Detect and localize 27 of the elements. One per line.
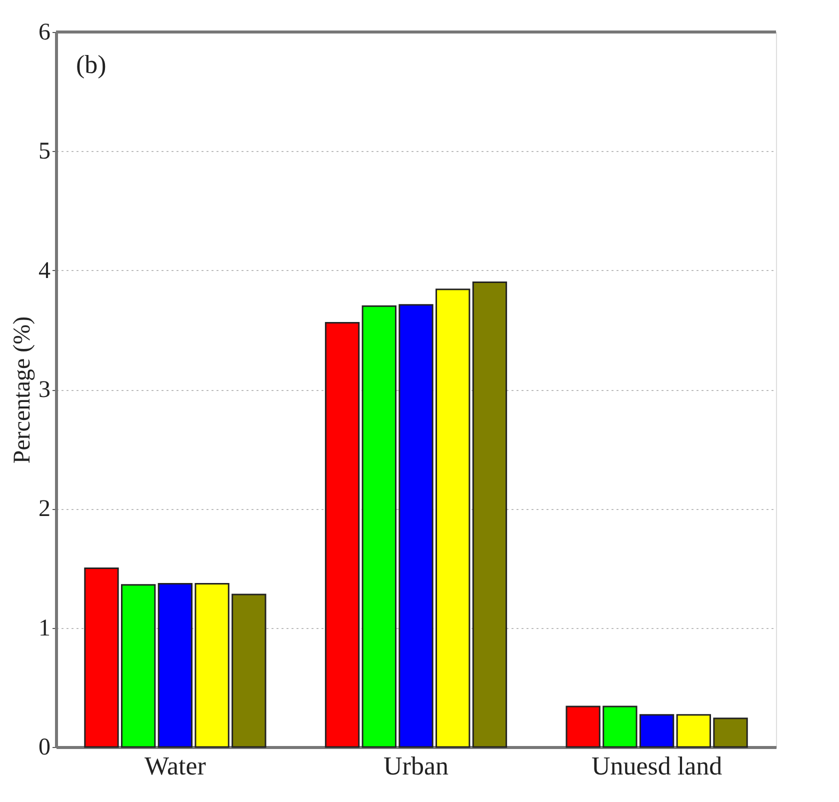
bar [84, 568, 119, 748]
y-tick-label: 4 [38, 258, 50, 284]
x-tick-label: Unuesd land [591, 752, 722, 780]
bar [602, 706, 638, 748]
bar [566, 706, 600, 748]
y-tick-label: 2 [38, 496, 50, 522]
bar [639, 714, 674, 748]
bar [362, 305, 396, 748]
annotation: (b) [76, 50, 106, 79]
bar [436, 288, 470, 748]
y-tick-label: 6 [38, 20, 50, 46]
y-tick-label: 3 [38, 377, 50, 403]
bar [232, 594, 266, 748]
y-tick-label: 1 [38, 615, 50, 642]
x-tick-label: Water [144, 752, 206, 780]
bar [398, 304, 434, 748]
bar [472, 282, 508, 748]
bar [713, 718, 748, 748]
bar [158, 582, 193, 748]
x-tick-label: Urban [384, 752, 448, 780]
y-tick-label: 0 [38, 734, 50, 760]
y-axis-title: Percentage (%) [10, 316, 36, 464]
bar [676, 714, 711, 748]
bar [121, 584, 156, 748]
bar [324, 322, 360, 748]
y-tick-label: 5 [38, 138, 50, 165]
bar [194, 582, 230, 748]
